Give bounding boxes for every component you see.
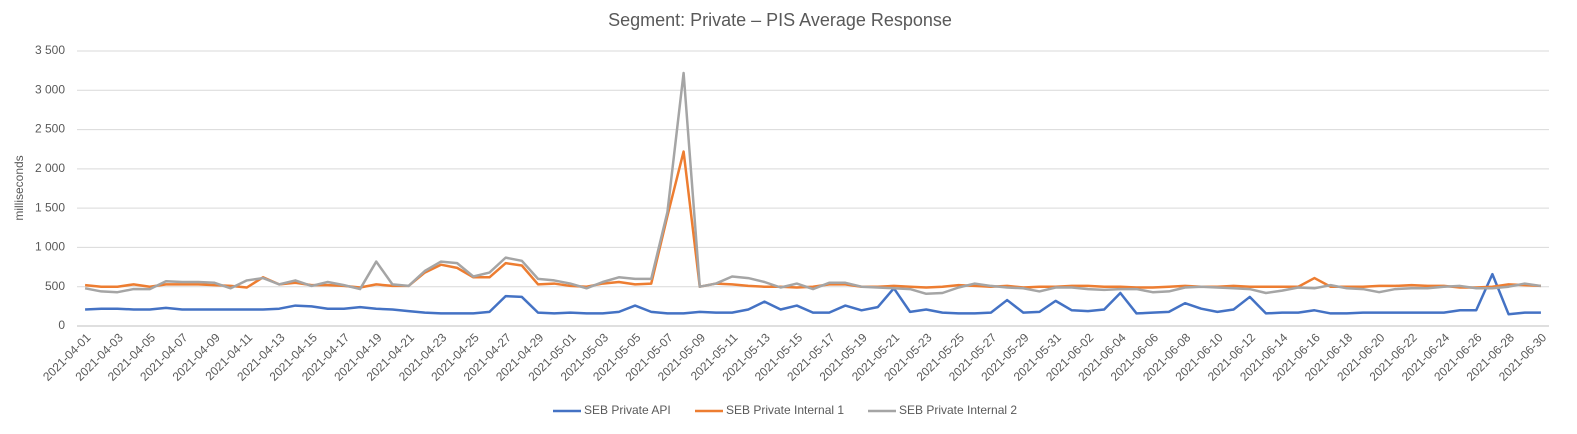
y-axis-label: milliseconds bbox=[12, 155, 26, 220]
chart-title: Segment: Private – PIS Average Response bbox=[608, 10, 952, 30]
y-tick-label: 500 bbox=[45, 279, 65, 293]
series-line bbox=[85, 272, 1541, 316]
y-tick-label: 2 000 bbox=[35, 161, 65, 175]
y-tick-label: 1 500 bbox=[35, 200, 65, 214]
y-tick-label: 0 bbox=[58, 318, 65, 332]
legend-label: SEB Private API bbox=[584, 403, 671, 417]
series-line bbox=[84, 71, 1542, 296]
y-tick-label: 3 500 bbox=[35, 43, 65, 57]
y-tick-label: 1 000 bbox=[35, 240, 65, 254]
legend-label: SEB Private Internal 2 bbox=[899, 403, 1017, 417]
series-line bbox=[84, 150, 1541, 289]
y-tick-label: 3 000 bbox=[35, 82, 65, 96]
y-tick-label: 2 500 bbox=[35, 122, 65, 136]
legend-label: SEB Private Internal 1 bbox=[726, 403, 844, 417]
